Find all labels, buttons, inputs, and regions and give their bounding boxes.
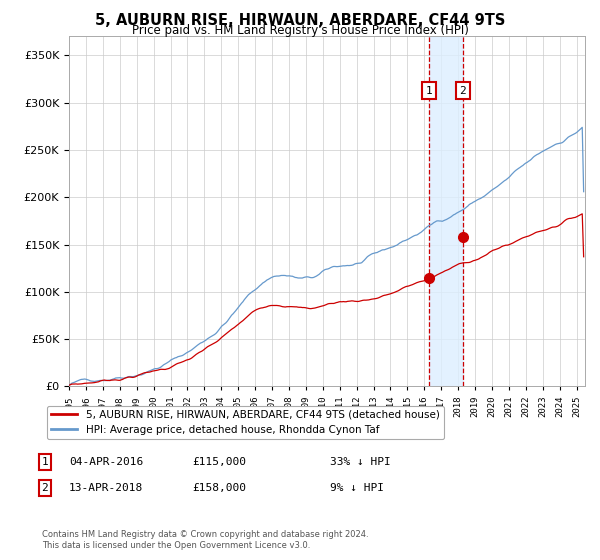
Text: 13-APR-2018: 13-APR-2018	[69, 483, 143, 493]
Text: 2: 2	[460, 86, 466, 96]
Text: £158,000: £158,000	[192, 483, 246, 493]
Text: 5, AUBURN RISE, HIRWAUN, ABERDARE, CF44 9TS: 5, AUBURN RISE, HIRWAUN, ABERDARE, CF44 …	[95, 13, 505, 28]
Text: 04-APR-2016: 04-APR-2016	[69, 457, 143, 467]
Text: £115,000: £115,000	[192, 457, 246, 467]
Text: 33% ↓ HPI: 33% ↓ HPI	[330, 457, 391, 467]
Text: 1: 1	[41, 457, 49, 467]
Legend: 5, AUBURN RISE, HIRWAUN, ABERDARE, CF44 9TS (detached house), HPI: Average price: 5, AUBURN RISE, HIRWAUN, ABERDARE, CF44 …	[47, 405, 444, 439]
Text: 1: 1	[425, 86, 432, 96]
Text: Contains HM Land Registry data © Crown copyright and database right 2024.: Contains HM Land Registry data © Crown c…	[42, 530, 368, 539]
Text: 2: 2	[41, 483, 49, 493]
Text: This data is licensed under the Open Government Licence v3.0.: This data is licensed under the Open Gov…	[42, 541, 310, 550]
Text: Price paid vs. HM Land Registry's House Price Index (HPI): Price paid vs. HM Land Registry's House …	[131, 24, 469, 37]
Text: 9% ↓ HPI: 9% ↓ HPI	[330, 483, 384, 493]
Bar	[429, 36, 463, 386]
